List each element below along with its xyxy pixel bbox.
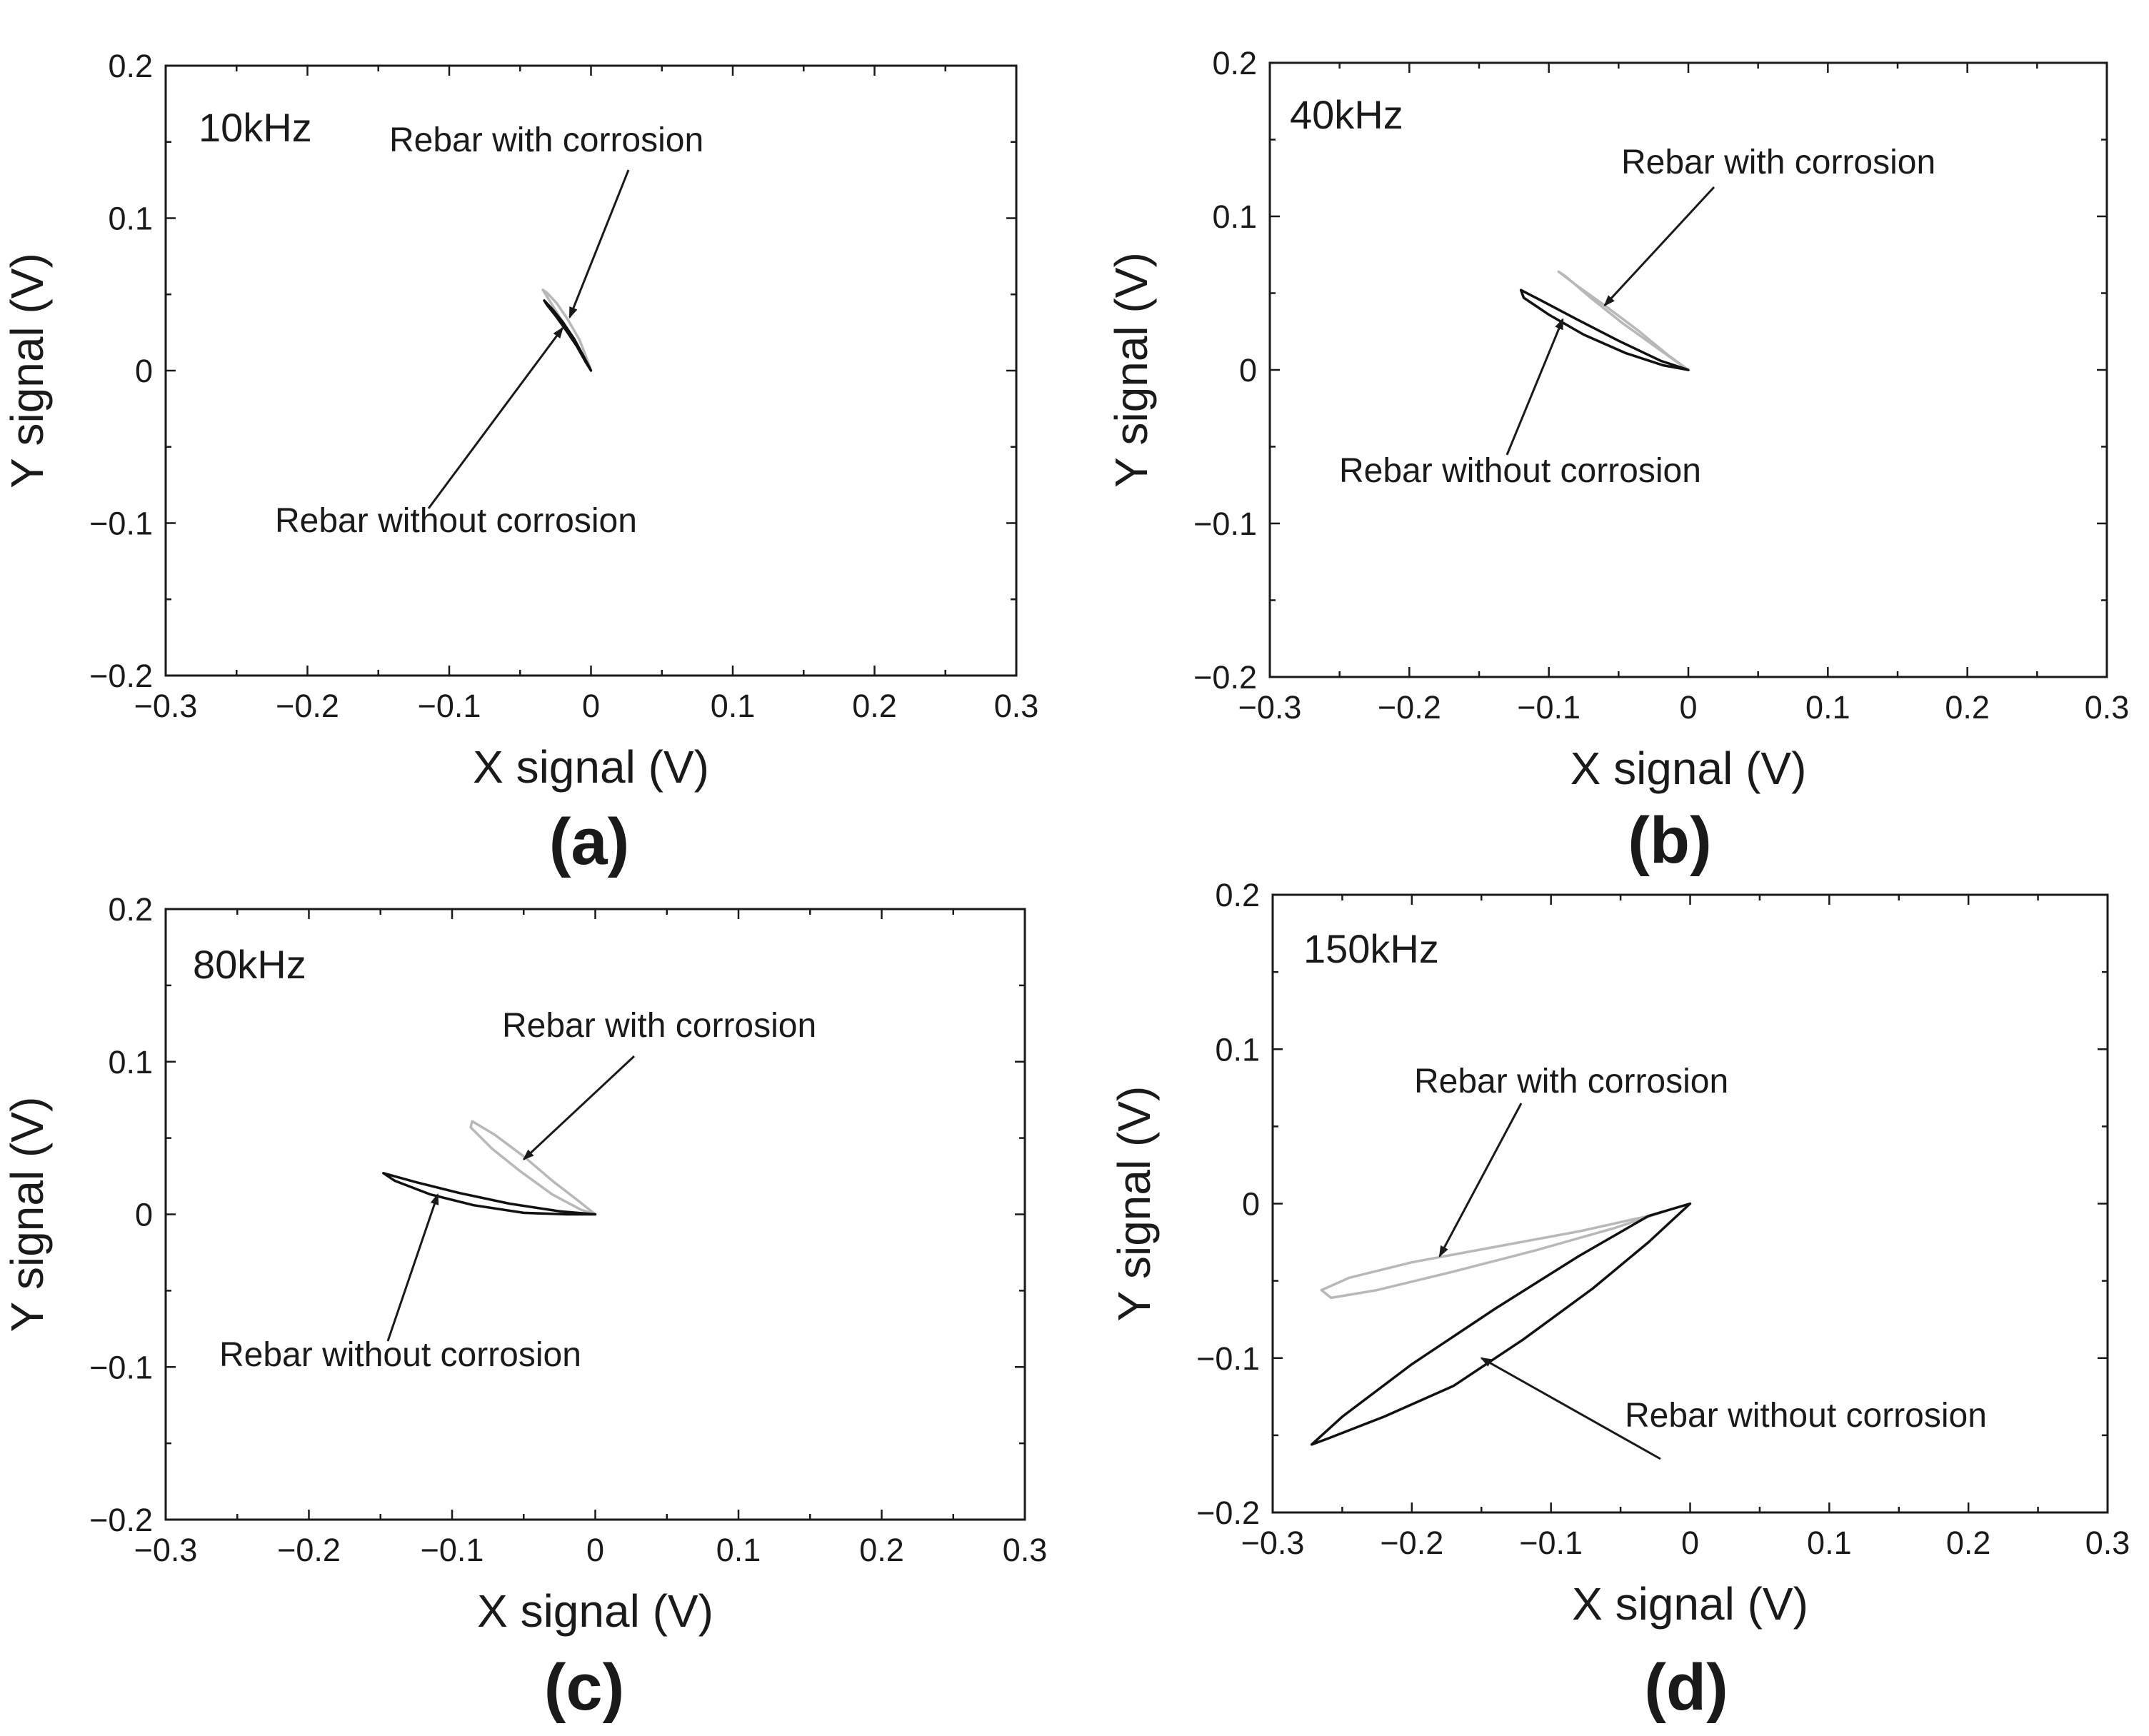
x-tick-label: −0.2 — [1380, 1525, 1443, 1561]
y-tick-label: 0.2 — [1215, 877, 1260, 913]
x-axis-title: X signal (V) — [473, 741, 709, 793]
panel-b: −0.3 −0.2 −0.1 0 0.1 0.2 0.30.20.10−0.1−0.2X s… — [1106, 45, 2129, 877]
panel-letter: (d) — [1644, 1651, 1728, 1724]
annotation-arrow — [522, 1055, 636, 1160]
annotation-arrow — [427, 326, 564, 509]
y-tick-label: −0.1 — [1196, 1340, 1260, 1377]
panel-d: −0.3 −0.2 −0.1 0 0.1 0.2 0.30.20.10−0.1−0.2X s… — [1108, 877, 2130, 1724]
y-tick-label: 0 — [135, 1197, 153, 1233]
y-tick-label: 0.1 — [108, 201, 153, 237]
x-tick-label: 0 — [1679, 689, 1697, 726]
x-axis-title: X signal (V) — [1572, 1578, 1808, 1630]
x-tick-label: 0.2 — [1945, 689, 1990, 726]
x-tick-label: −0.1 — [418, 688, 481, 724]
x-tick-label: −0.1 — [1519, 1525, 1583, 1561]
panel-a: −0.3 −0.2 −0.1 0 0.1 0.2 0.30.20.10−0.1−0.2X s… — [1, 48, 1038, 878]
annotation-label: Rebar without corrosion — [1625, 1397, 1987, 1435]
series-without-corrosion — [1310, 1202, 1692, 1446]
annotation-arrow — [1506, 318, 1564, 456]
x-tick-label: −0.2 — [1378, 689, 1441, 726]
x-tick-label: 0.1 — [1807, 1525, 1852, 1561]
y-tick-label: −0.1 — [1193, 506, 1257, 542]
annotation-arrow — [568, 169, 630, 319]
x-tick-label: 0.1 — [1805, 689, 1850, 726]
y-tick-label: 0.1 — [108, 1044, 153, 1080]
x-tick-label: −0.1 — [1517, 689, 1581, 726]
x-tick-label: −0.3 — [1238, 689, 1302, 726]
x-tick-label: 0 — [582, 688, 600, 724]
y-tick-label: 0.2 — [108, 48, 153, 84]
series-with-corrosion — [1320, 1202, 1692, 1300]
x-tick-label: 0.2 — [852, 688, 897, 724]
x-axis-title: X signal (V) — [477, 1585, 713, 1637]
annotation-arrow — [386, 1193, 439, 1342]
frequency-label: 80kHz — [193, 942, 306, 987]
y-axis-title: Y signal (V) — [1108, 1086, 1160, 1322]
annotation-label: Rebar with corrosion — [389, 121, 703, 159]
x-tick-label: 0 — [1681, 1525, 1699, 1561]
panel-letter: (a) — [549, 806, 629, 878]
series-with-corrosion — [469, 1120, 597, 1216]
x-tick-label: −0.2 — [276, 688, 339, 724]
panel-letter: (b) — [1628, 804, 1711, 877]
frequency-label: 40kHz — [1290, 92, 1403, 137]
x-tick-label: −0.1 — [421, 1532, 484, 1568]
y-tick-label: 0.2 — [108, 891, 153, 928]
series-with-corrosion — [1557, 270, 1690, 371]
annotation-arrow — [1603, 186, 1715, 307]
series-without-corrosion — [382, 1172, 597, 1216]
series-without-corrosion — [543, 299, 593, 372]
panel-c: −0.3 −0.2 −0.1 0 0.1 0.2 0.30.20.10−0.1−0.2X s… — [1, 891, 1047, 1724]
annotation-label: Rebar with corrosion — [502, 1007, 816, 1045]
x-tick-label: −0.2 — [277, 1532, 341, 1568]
x-tick-label: 0.3 — [2085, 689, 2130, 726]
series-without-corrosion — [1519, 289, 1690, 371]
annotation-arrow — [1438, 1103, 1523, 1258]
y-tick-label: −0.2 — [89, 658, 153, 694]
y-tick-label: −0.1 — [89, 1349, 153, 1385]
x-tick-label: 0.2 — [1946, 1525, 1991, 1561]
panel-letter: (c) — [544, 1651, 624, 1724]
x-axis-title: X signal (V) — [1571, 743, 1807, 794]
y-tick-label: −0.2 — [1196, 1495, 1260, 1531]
y-axis-title: Y signal (V) — [1, 1097, 53, 1333]
y-axis-title: Y signal (V) — [1, 253, 53, 488]
x-tick-label: 0.3 — [994, 688, 1039, 724]
x-tick-label: 0.1 — [711, 688, 756, 724]
y-tick-label: 0 — [135, 353, 153, 389]
x-tick-label: 0 — [586, 1532, 604, 1568]
y-tick-label: −0.2 — [89, 1502, 153, 1538]
y-axis-title: Y signal (V) — [1106, 252, 1157, 488]
frequency-label: 10kHz — [199, 105, 312, 150]
frequency-label: 150kHz — [1303, 926, 1439, 971]
y-tick-label: −0.1 — [89, 506, 153, 542]
x-tick-label: −0.3 — [134, 688, 198, 724]
annotation-label: Rebar without corrosion — [275, 502, 637, 540]
x-tick-label: −0.3 — [1241, 1525, 1305, 1561]
x-tick-label: 0.2 — [859, 1532, 904, 1568]
x-tick-label: 0.3 — [2085, 1525, 2130, 1561]
annotation-label: Rebar with corrosion — [1621, 144, 1935, 181]
y-tick-label: 0.2 — [1212, 45, 1257, 81]
annotation-label: Rebar with corrosion — [1414, 1063, 1728, 1100]
y-tick-label: 0 — [1239, 352, 1257, 388]
annotation-label: Rebar without corrosion — [219, 1336, 581, 1374]
y-tick-label: 0.1 — [1212, 199, 1257, 235]
x-tick-label: 0.3 — [1003, 1532, 1048, 1568]
y-tick-label: 0.1 — [1215, 1031, 1260, 1068]
x-tick-label: 0.1 — [716, 1532, 761, 1568]
annotation-arrow — [1480, 1357, 1661, 1460]
y-tick-label: 0 — [1242, 1186, 1260, 1223]
y-tick-label: −0.2 — [1193, 659, 1257, 696]
x-tick-label: −0.3 — [134, 1532, 198, 1568]
annotation-label: Rebar without corrosion — [1339, 452, 1701, 490]
